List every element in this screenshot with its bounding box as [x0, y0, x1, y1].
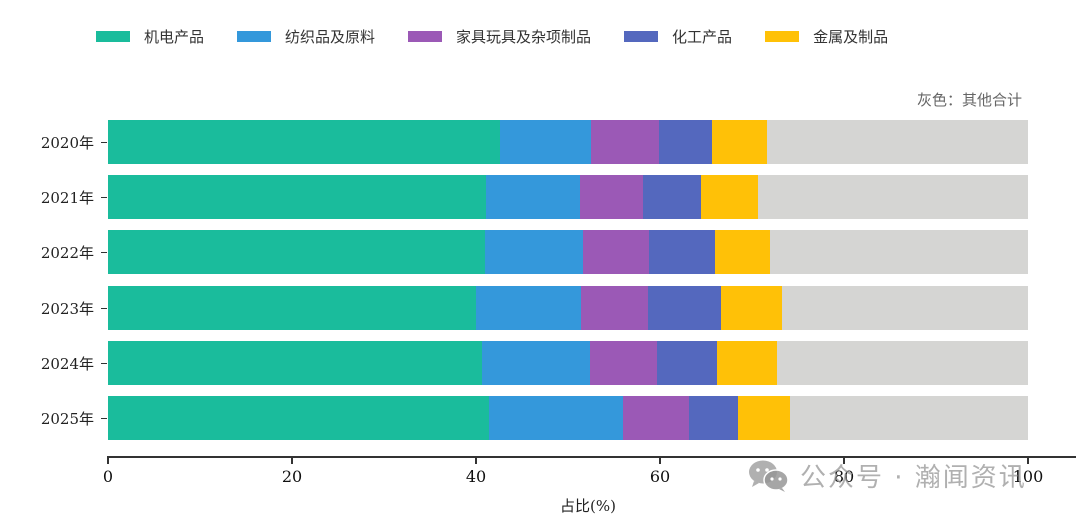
- legend-item: 金属及制品: [765, 26, 888, 47]
- bar-segment: [108, 175, 487, 220]
- y-tick: [101, 142, 107, 143]
- bar-segment: [580, 285, 649, 330]
- legend-swatch: [624, 31, 659, 42]
- legend-swatch: [765, 31, 800, 42]
- legend-swatch: [408, 31, 443, 42]
- bar-segment: [643, 175, 702, 220]
- y-tick-label: 2022年: [40, 244, 94, 263]
- x-tick-label: 80: [833, 467, 855, 486]
- bar-segment: [108, 230, 486, 275]
- bar-segment: [770, 230, 1028, 275]
- bar-row: [108, 175, 1028, 220]
- bar-segment: [488, 396, 624, 440]
- y-tick-label: 2024年: [40, 354, 94, 373]
- bar-segment: [108, 396, 489, 440]
- y-tick-label: 2025年: [40, 410, 94, 428]
- watermark: 公众号 · 瀚闻资讯: [748, 457, 1027, 494]
- x-axis-line: [107, 456, 1076, 458]
- y-tick: [101, 307, 107, 309]
- legend-swatch: [237, 31, 272, 42]
- y-tick-label: 2021年: [40, 189, 94, 208]
- bar-segment: [766, 120, 1028, 164]
- bar-segment: [715, 230, 771, 275]
- bar-segment: [108, 285, 476, 330]
- y-tick-label: 2020年: [40, 134, 94, 152]
- x-tick-label: 0: [102, 467, 114, 486]
- legend-label: 纺织品及原料: [285, 28, 376, 46]
- bar-segment: [758, 175, 1028, 220]
- bar-segment: [485, 230, 583, 275]
- watermark-text: 公众号 · 瀚闻资讯: [800, 463, 1027, 493]
- bar-segment: [623, 396, 690, 440]
- bar-segment: [701, 175, 759, 220]
- plot-area: [108, 110, 1028, 456]
- bar-segment: [712, 120, 767, 164]
- legend-item: 纺织品及原料: [237, 26, 375, 47]
- bar-row: [108, 120, 1028, 164]
- bar-segment: [108, 340, 483, 385]
- x-tick-label: 60: [649, 467, 671, 486]
- bar-row: [108, 396, 1028, 440]
- bar-segment: [738, 396, 790, 440]
- legend-item: 家具玩具及杂项制品: [408, 26, 591, 47]
- gray-note: 灰色：其他合计: [916, 91, 1022, 109]
- x-tick: [843, 456, 845, 464]
- x-tick: [659, 456, 661, 464]
- bar-segment: [659, 120, 713, 164]
- bar-segment: [720, 285, 783, 330]
- bar-segment: [582, 230, 649, 275]
- y-tick: [101, 197, 107, 199]
- bar-segment: [789, 396, 1028, 440]
- x-tick: [107, 456, 109, 464]
- bar-row: [108, 230, 1028, 275]
- bar-segment: [717, 340, 777, 385]
- bar-segment: [476, 285, 581, 330]
- bar-segment: [648, 285, 721, 330]
- bar-segment: [590, 340, 658, 385]
- y-tick: [101, 252, 107, 254]
- legend-label: 家具玩具及杂项制品: [456, 28, 592, 46]
- y-tick-label: 2023年: [40, 299, 94, 318]
- x-tick-label: 40: [465, 467, 487, 486]
- legend-swatch: [96, 31, 130, 42]
- bar-segment: [486, 175, 580, 220]
- bar-segment: [689, 396, 739, 440]
- x-axis-label: 占比(%): [560, 497, 616, 515]
- bar-segment: [590, 120, 660, 164]
- bar-row: [108, 285, 1028, 330]
- y-tick: [101, 362, 107, 364]
- y-tick: [101, 418, 107, 419]
- wechat-icon: [748, 459, 790, 493]
- legend-label: 机电产品: [144, 28, 205, 46]
- bar-segment: [499, 120, 591, 164]
- x-tick-label: 100: [1012, 467, 1044, 486]
- bar-segment: [782, 285, 1028, 330]
- legend-item: 化工产品: [624, 26, 732, 47]
- legend-label: 化工产品: [672, 28, 733, 46]
- x-tick: [1027, 456, 1029, 464]
- bar-segment: [579, 175, 644, 220]
- bar-segment: [482, 340, 591, 385]
- x-tick-label: 20: [281, 467, 303, 486]
- legend-item: 机电产品: [96, 26, 204, 47]
- legend-label: 金属及制品: [813, 28, 889, 46]
- x-tick: [291, 456, 293, 464]
- bar-segment: [648, 230, 716, 275]
- bar-row: [108, 340, 1028, 385]
- bar-segment: [108, 120, 500, 164]
- x-tick: [475, 456, 477, 464]
- chart-legend: 机电产品 纺织品及原料 家具玩具及杂项制品 化工产品 金属及制品: [96, 26, 921, 47]
- bar-segment: [657, 340, 718, 385]
- bar-segment: [776, 340, 1028, 385]
